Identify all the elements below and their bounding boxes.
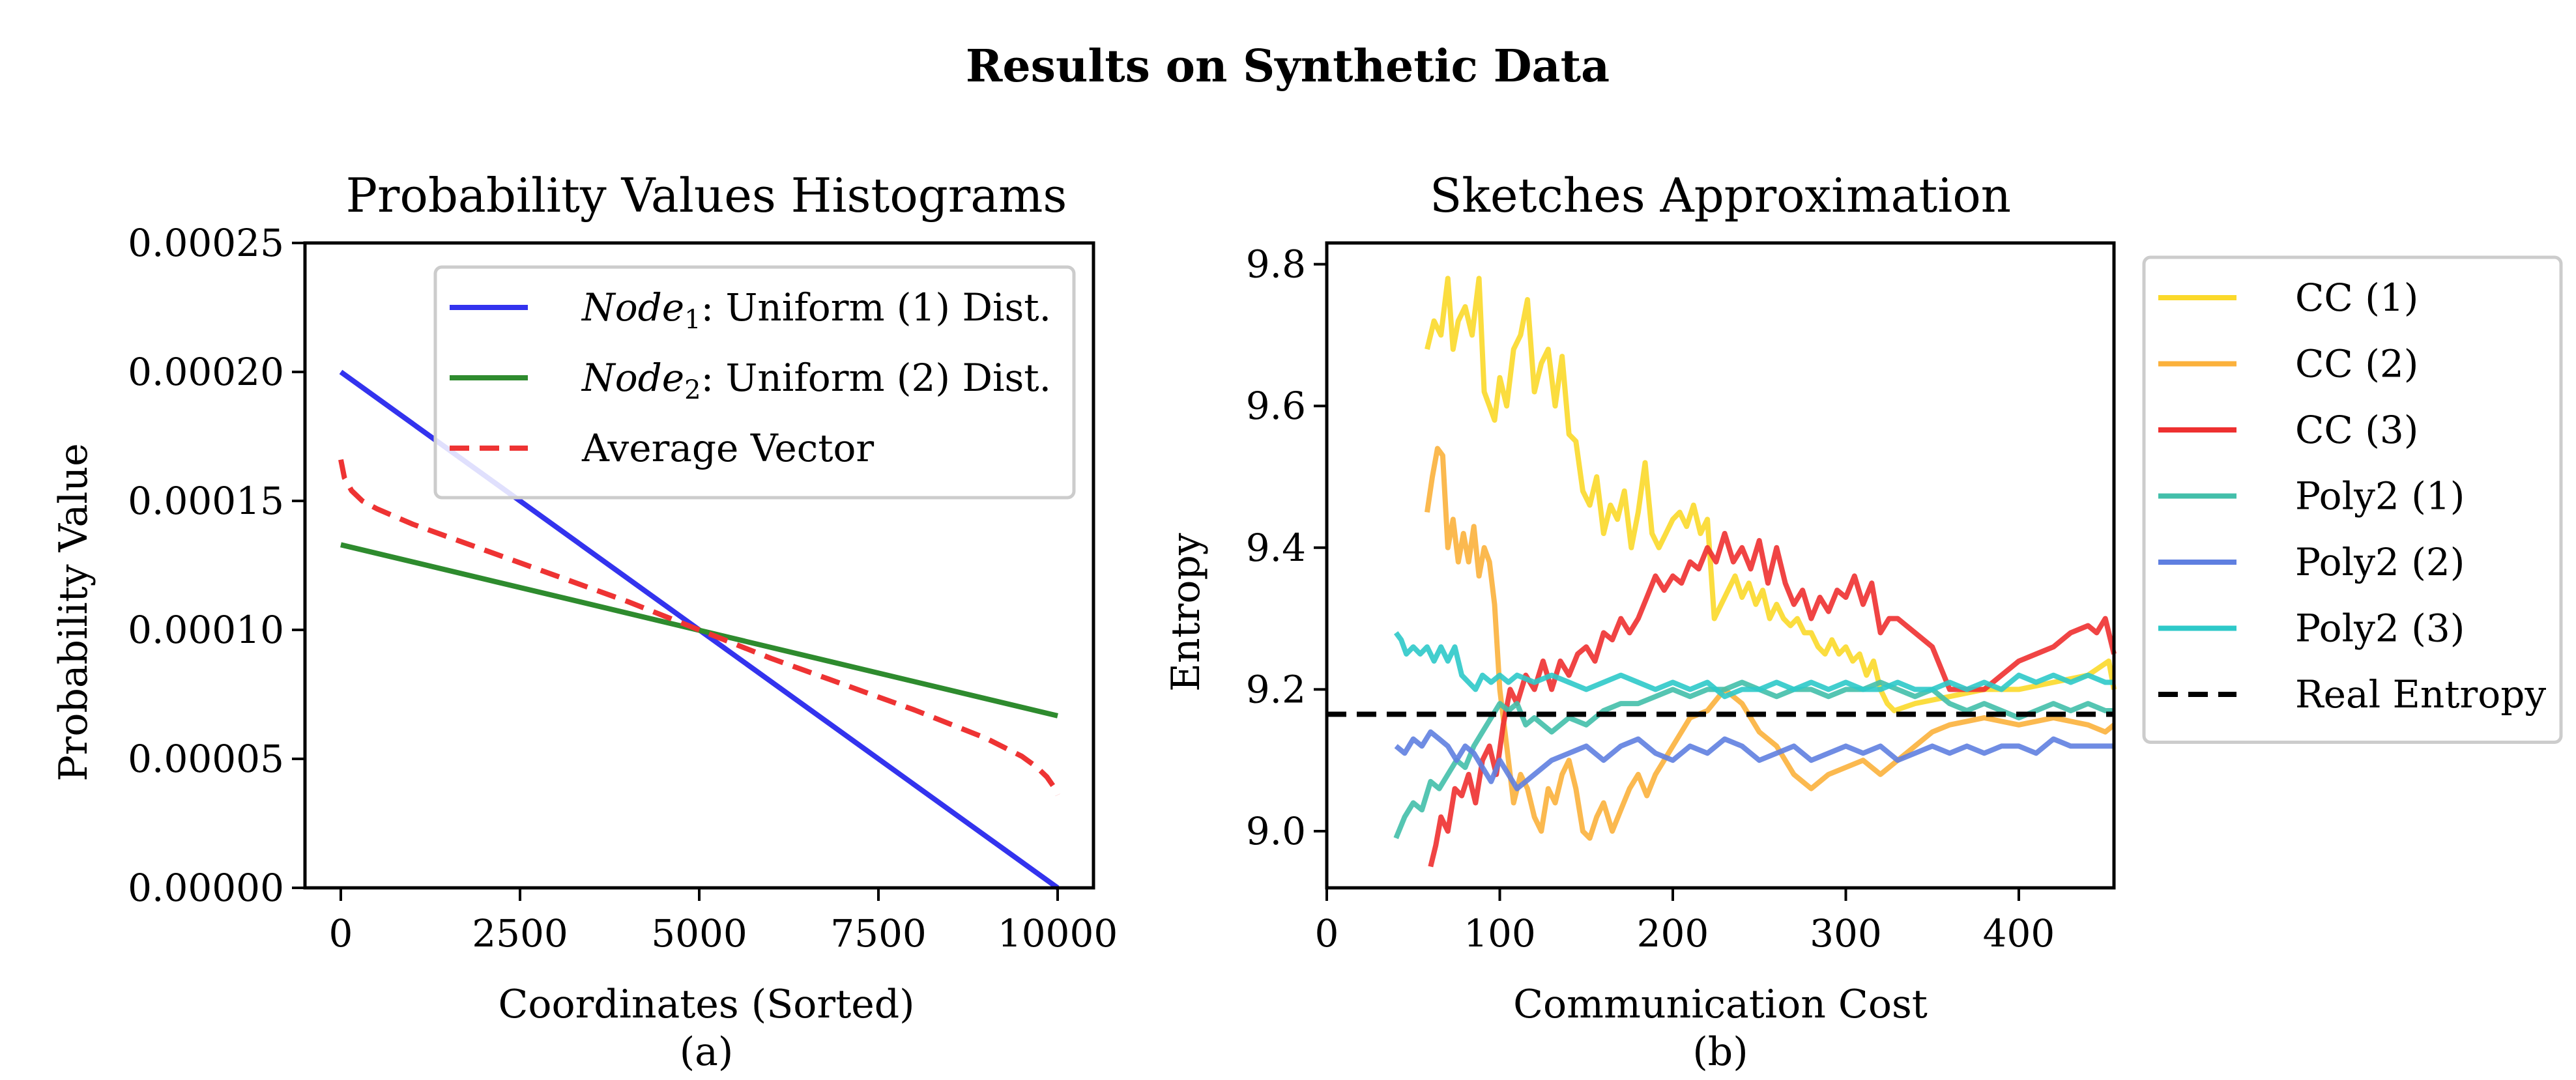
panel-b-xtick-label: 300 bbox=[1810, 911, 1882, 956]
panel-a-frame bbox=[303, 241, 1095, 890]
panel-b-xtick-label: 100 bbox=[1464, 911, 1536, 956]
panel-b-frame bbox=[1325, 241, 2116, 890]
panel-b-series bbox=[1327, 276, 2117, 868]
panel-b-ytick-label: 9.8 bbox=[1246, 242, 1306, 287]
panel-a-ytick-label: 0.00005 bbox=[128, 737, 284, 781]
panel-a-legend: Node1: Uniform (1) Dist. Node2: Uniform (… bbox=[433, 265, 1076, 500]
panel-a-legend-label: Average Vector bbox=[581, 426, 874, 470]
panel-a-label: (a) bbox=[680, 1029, 734, 1075]
panel-a-legend-box bbox=[433, 265, 1076, 500]
panel-b-series-line bbox=[1428, 531, 2117, 868]
panel-a-xtick-label: 7500 bbox=[830, 911, 927, 956]
panel-a: Probability Values Histograms Coordinate… bbox=[51, 168, 1118, 1075]
panel-b-ticks: 0 100 200 300 400 9.0 9.2 9.4 9.6 9.8 bbox=[1246, 242, 2055, 956]
panel-a-xlabel: Coordinates (Sorted) bbox=[498, 982, 914, 1027]
panel-b-series-line bbox=[1394, 729, 2114, 791]
panel-b-ytick-label: 9.0 bbox=[1246, 809, 1306, 853]
panel-a-ytick-label: 0.00000 bbox=[128, 866, 284, 910]
panel-a-ytick-label: 0.00015 bbox=[128, 479, 284, 523]
panel-a-xtick-label: 10000 bbox=[998, 911, 1118, 956]
panel-b-series-line bbox=[1393, 679, 2114, 840]
panel-a-xtick-label: 5000 bbox=[651, 911, 747, 956]
panel-b-legend-label: CC (1) bbox=[2295, 276, 2418, 320]
panel-b-xtick-label: 0 bbox=[1315, 911, 1339, 956]
panel-a-legend-label: Node2: Uniform (2) Dist. bbox=[581, 356, 1051, 405]
panel-a-ticks: 0 2500 5000 7500 10000 0.00000 0.00005 0.00010 0… bbox=[128, 221, 1118, 956]
panel-a-xtick-label: 0 bbox=[329, 911, 353, 956]
panel-b-label: (b) bbox=[1692, 1029, 1748, 1075]
panel-b-ytick-label: 9.6 bbox=[1246, 384, 1306, 428]
panel-a-ytick-label: 0.00025 bbox=[128, 221, 284, 265]
panel-a-title: Probability Values Histograms bbox=[346, 168, 1067, 223]
panel-b-legend-label: Poly2 (3) bbox=[2295, 606, 2465, 651]
panel-b-xtick-label: 400 bbox=[1983, 911, 2055, 956]
panel-a-series-line bbox=[338, 459, 1060, 797]
panel-a-xtick-label: 2500 bbox=[472, 911, 568, 956]
panel-b-ytick-label: 9.2 bbox=[1246, 667, 1306, 711]
panel-a-ylabel: Probability Value bbox=[51, 443, 96, 781]
panel-b-legend-label: Real Entropy bbox=[2295, 672, 2546, 717]
panel-b-legend-box bbox=[2142, 255, 2563, 744]
panel-b-ytick-label: 9.4 bbox=[1246, 526, 1306, 570]
panel-a-legend-label: Node1: Uniform (1) Dist. bbox=[581, 285, 1051, 335]
panel-b-legend-label: CC (3) bbox=[2295, 408, 2418, 452]
panel-b-series-line bbox=[1425, 276, 2117, 713]
panel-b-legend-label: Poly2 (2) bbox=[2295, 540, 2465, 584]
panel-b-legend-label: Poly2 (1) bbox=[2295, 474, 2465, 519]
panel-a-ytick-label: 0.00010 bbox=[128, 608, 284, 652]
panel-b-xtick-label: 200 bbox=[1637, 911, 1709, 956]
panel-b-series-line bbox=[1393, 631, 2114, 700]
panel-b-series-line bbox=[1425, 446, 2116, 841]
panel-a-series-line bbox=[340, 542, 1058, 718]
panel-b-legend-label: CC (2) bbox=[2295, 342, 2418, 386]
panel-b-title: Sketches Approximation bbox=[1430, 168, 2011, 223]
panel-b-ylabel: Entropy bbox=[1163, 533, 1209, 692]
figure-suptitle: Results on Synthetic Data bbox=[966, 40, 1610, 92]
panel-b: Sketches Approximation Communication Cos… bbox=[1163, 168, 2563, 1075]
panel-a-ytick-label: 0.00020 bbox=[128, 350, 284, 394]
panel-b-xlabel: Communication Cost bbox=[1513, 982, 1928, 1027]
panel-b-legend: CC (1) CC (2) CC (3) Poly2 (1) Poly2 (2) Poly… bbox=[2142, 255, 2563, 744]
